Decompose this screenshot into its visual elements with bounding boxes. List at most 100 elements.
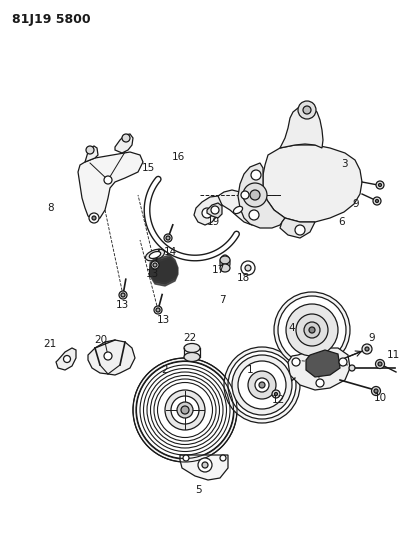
Circle shape (250, 190, 260, 200)
Polygon shape (238, 163, 285, 228)
Circle shape (104, 176, 112, 184)
Circle shape (171, 396, 199, 424)
Ellipse shape (220, 255, 230, 271)
Circle shape (378, 362, 382, 366)
Circle shape (376, 181, 384, 189)
Circle shape (272, 390, 280, 398)
Circle shape (375, 359, 384, 368)
Text: 81J19 5800: 81J19 5800 (12, 13, 91, 26)
Text: 19: 19 (207, 217, 220, 227)
Circle shape (249, 210, 259, 220)
Polygon shape (288, 348, 350, 390)
Ellipse shape (149, 252, 161, 259)
Polygon shape (218, 190, 262, 225)
Circle shape (151, 261, 159, 269)
Polygon shape (85, 146, 98, 162)
Text: 9: 9 (353, 199, 359, 209)
Circle shape (228, 351, 296, 419)
Polygon shape (56, 348, 76, 370)
Polygon shape (88, 340, 135, 375)
Text: 6: 6 (339, 217, 345, 227)
Circle shape (349, 365, 355, 371)
Polygon shape (115, 134, 133, 153)
Circle shape (133, 358, 237, 462)
Circle shape (248, 371, 276, 399)
Circle shape (89, 213, 99, 223)
Circle shape (374, 389, 378, 393)
Text: 1: 1 (247, 365, 253, 375)
Text: 8: 8 (48, 203, 54, 213)
Polygon shape (150, 255, 178, 280)
Circle shape (202, 208, 212, 218)
Ellipse shape (220, 264, 230, 272)
Circle shape (286, 304, 338, 356)
Circle shape (241, 261, 255, 275)
Circle shape (64, 356, 70, 362)
Circle shape (295, 225, 305, 235)
Circle shape (365, 347, 369, 351)
Circle shape (165, 390, 205, 430)
Circle shape (373, 197, 381, 205)
Text: 4: 4 (289, 323, 295, 333)
Circle shape (220, 455, 226, 461)
Circle shape (224, 347, 300, 423)
Polygon shape (207, 203, 222, 218)
Circle shape (211, 206, 219, 214)
Text: 18: 18 (237, 273, 249, 283)
Circle shape (255, 378, 269, 392)
Text: 13: 13 (145, 269, 159, 279)
Text: 10: 10 (373, 393, 386, 403)
Circle shape (275, 392, 277, 395)
Circle shape (296, 314, 328, 346)
Polygon shape (280, 106, 323, 148)
Circle shape (183, 455, 189, 461)
Polygon shape (263, 145, 362, 222)
Text: 2: 2 (162, 365, 168, 375)
Circle shape (232, 355, 292, 415)
Polygon shape (150, 261, 178, 286)
Circle shape (298, 101, 316, 119)
Text: 5: 5 (195, 485, 201, 495)
Circle shape (92, 216, 96, 220)
Circle shape (136, 361, 234, 459)
Text: 9: 9 (369, 333, 375, 343)
Polygon shape (150, 257, 178, 282)
Circle shape (104, 352, 112, 360)
Circle shape (259, 382, 265, 388)
Circle shape (122, 134, 130, 142)
Circle shape (251, 170, 261, 180)
Circle shape (243, 183, 267, 207)
Text: 11: 11 (386, 350, 400, 360)
Circle shape (86, 146, 94, 154)
Circle shape (303, 106, 311, 114)
Polygon shape (306, 350, 340, 377)
Text: 22: 22 (183, 333, 196, 343)
Text: 3: 3 (341, 159, 347, 169)
Circle shape (238, 361, 286, 409)
Circle shape (166, 236, 170, 240)
Ellipse shape (184, 352, 200, 361)
Text: 12: 12 (271, 395, 285, 405)
Ellipse shape (220, 256, 230, 264)
Text: 15: 15 (141, 163, 155, 173)
Circle shape (375, 199, 379, 203)
Text: 17: 17 (211, 265, 225, 275)
Circle shape (202, 462, 208, 468)
Circle shape (304, 322, 320, 338)
Polygon shape (194, 196, 222, 225)
Polygon shape (78, 152, 143, 220)
Circle shape (292, 358, 300, 366)
Circle shape (177, 402, 193, 418)
Text: 7: 7 (219, 295, 225, 305)
Circle shape (379, 183, 382, 187)
Circle shape (245, 265, 251, 271)
Text: 13: 13 (115, 300, 129, 310)
Circle shape (121, 293, 125, 297)
Text: 21: 21 (43, 339, 57, 349)
Text: 20: 20 (94, 335, 108, 345)
Circle shape (241, 191, 249, 199)
Circle shape (339, 358, 347, 366)
Ellipse shape (145, 249, 164, 261)
Circle shape (181, 406, 189, 414)
Text: 13: 13 (156, 315, 170, 325)
